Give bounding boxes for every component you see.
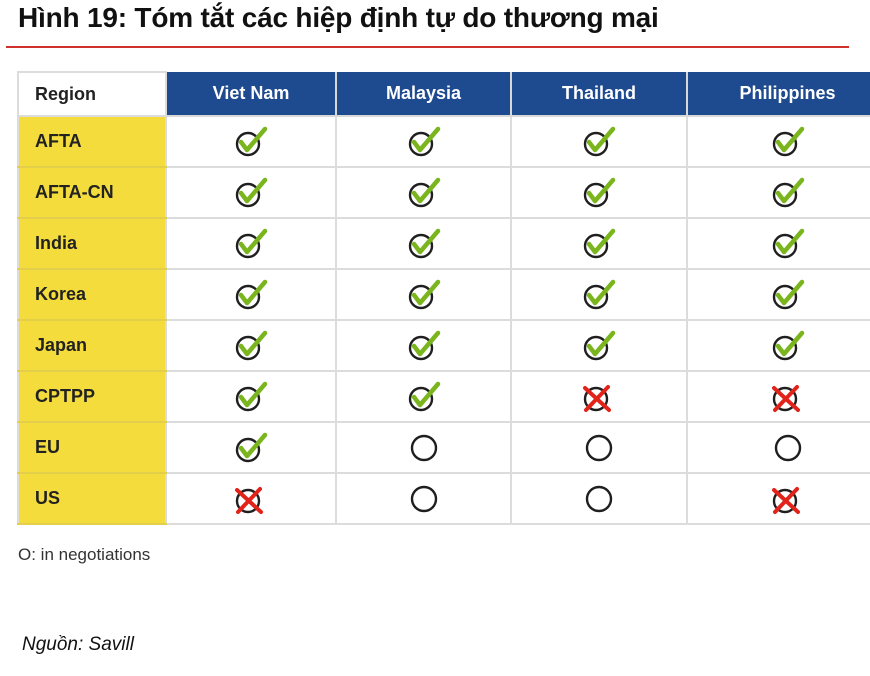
circle-cross-icon xyxy=(771,384,805,412)
circle-icon xyxy=(771,434,805,461)
header-country-thailand: Thailand xyxy=(510,72,688,117)
circle-icon xyxy=(582,434,616,461)
status-cell xyxy=(165,472,337,525)
status-cell xyxy=(165,370,337,423)
status-cell xyxy=(510,421,688,474)
status-cell xyxy=(686,166,870,219)
circle-check-icon xyxy=(234,330,268,360)
status-cell xyxy=(686,217,870,270)
status-cell xyxy=(335,166,512,219)
status-cell xyxy=(686,115,870,168)
status-cell xyxy=(510,370,688,423)
status-cell xyxy=(335,319,512,372)
circle-icon xyxy=(407,434,441,461)
circle-check-icon xyxy=(582,279,616,309)
table-row: AFTA-CN xyxy=(17,166,870,219)
header-row: Region Viet Nam Malaysia Thailand Philip… xyxy=(17,71,870,117)
title-underline xyxy=(6,46,849,48)
row-label: AFTA xyxy=(17,115,167,168)
circle-cross-icon xyxy=(771,486,805,514)
source-note: Nguồn: Savill xyxy=(22,634,134,655)
status-cell xyxy=(686,472,870,525)
table-row: Japan xyxy=(17,319,870,372)
row-label: India xyxy=(17,217,167,270)
status-cell xyxy=(510,115,688,168)
row-label: EU xyxy=(17,421,167,474)
circle-check-icon xyxy=(234,126,268,156)
header-country-viet-nam: Viet Nam xyxy=(165,72,337,117)
row-label: CPTPP xyxy=(17,370,167,423)
circle-check-icon xyxy=(582,126,616,156)
circle-check-icon xyxy=(582,228,616,258)
status-cell xyxy=(686,268,870,321)
circle-check-icon xyxy=(407,381,441,411)
status-cell xyxy=(510,166,688,219)
fta-summary-table: Region Viet Nam Malaysia Thailand Philip… xyxy=(17,71,870,525)
status-cell xyxy=(165,421,337,474)
status-cell xyxy=(165,166,337,219)
circle-check-icon xyxy=(234,432,268,462)
circle-check-icon xyxy=(407,177,441,207)
circle-check-icon xyxy=(582,330,616,360)
status-cell xyxy=(335,472,512,525)
status-cell xyxy=(335,217,512,270)
status-cell xyxy=(510,472,688,525)
circle-cross-icon xyxy=(582,384,616,412)
circle-icon xyxy=(407,485,441,512)
table-row: Korea xyxy=(17,268,870,321)
header-region: Region xyxy=(17,71,167,117)
circle-check-icon xyxy=(771,330,805,360)
status-cell xyxy=(165,268,337,321)
circle-check-icon xyxy=(582,177,616,207)
status-cell xyxy=(510,217,688,270)
status-cell xyxy=(510,268,688,321)
status-cell xyxy=(335,370,512,423)
row-label: Japan xyxy=(17,319,167,372)
status-cell xyxy=(335,268,512,321)
table-row: US xyxy=(17,472,870,525)
circle-check-icon xyxy=(771,126,805,156)
status-cell xyxy=(686,421,870,474)
table-row: CPTPP xyxy=(17,370,870,423)
status-cell xyxy=(335,115,512,168)
status-cell xyxy=(686,319,870,372)
header-country-malaysia: Malaysia xyxy=(335,72,512,117)
status-cell xyxy=(335,421,512,474)
circle-check-icon xyxy=(407,279,441,309)
row-label: Korea xyxy=(17,268,167,321)
circle-check-icon xyxy=(407,126,441,156)
status-cell xyxy=(165,217,337,270)
circle-icon xyxy=(582,485,616,512)
circle-check-icon xyxy=(771,279,805,309)
status-cell xyxy=(510,319,688,372)
row-label: AFTA-CN xyxy=(17,166,167,219)
table-row: AFTA xyxy=(17,115,870,168)
circle-check-icon xyxy=(407,330,441,360)
circle-cross-icon xyxy=(234,486,268,514)
circle-check-icon xyxy=(771,177,805,207)
circle-check-icon xyxy=(234,228,268,258)
circle-check-icon xyxy=(234,279,268,309)
circle-check-icon xyxy=(234,177,268,207)
fta-table-container: Region Viet Nam Malaysia Thailand Philip… xyxy=(17,71,870,535)
circle-check-icon xyxy=(407,228,441,258)
row-label: US xyxy=(17,472,167,525)
circle-check-icon xyxy=(771,228,805,258)
status-cell xyxy=(165,319,337,372)
figure-title: Hình 19: Tóm tắt các hiệp định tự do thư… xyxy=(18,2,659,33)
status-cell xyxy=(165,115,337,168)
circle-check-icon xyxy=(234,381,268,411)
status-cell xyxy=(686,370,870,423)
table-row: India xyxy=(17,217,870,270)
table-row: EU xyxy=(17,421,870,474)
header-country-philippines: Philippines xyxy=(686,72,870,117)
legend-footnote: O: in negotiations xyxy=(18,545,151,564)
